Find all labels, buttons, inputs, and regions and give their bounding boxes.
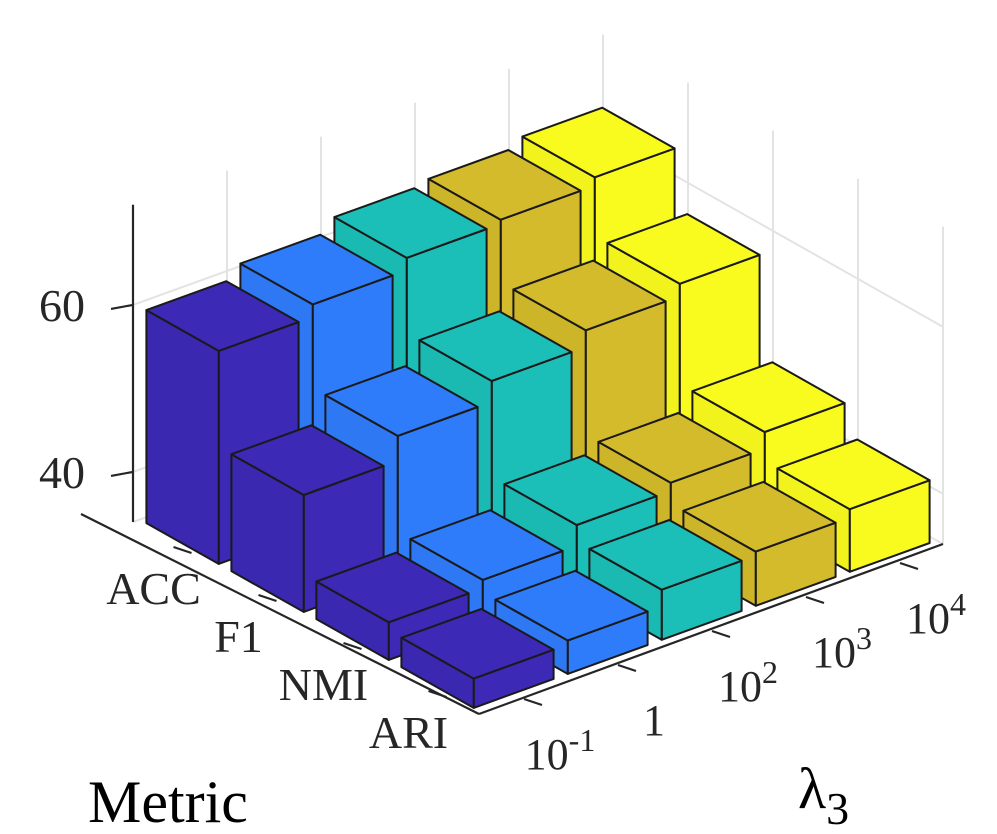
x-axis-title: Metric <box>88 769 248 834</box>
lambda-tick-mark <box>805 595 825 605</box>
bar-top-face <box>409 509 564 581</box>
metric-tick-mark <box>258 593 277 603</box>
lambda-tick-label: 102 <box>718 654 778 711</box>
z-tick-label: 40 <box>39 447 85 498</box>
bar-f1-lambda-0 <box>230 424 385 613</box>
bar-top-face <box>239 233 394 306</box>
bar-top-face <box>606 213 761 285</box>
lambda-tick-label: 1 <box>643 696 665 745</box>
metric-tick-label: NMI <box>279 659 368 710</box>
bar-top-face <box>230 424 385 496</box>
metric-tick-label: ARI <box>369 707 448 758</box>
z-tick-mark <box>110 303 134 310</box>
metric-tick-mark <box>173 545 192 555</box>
lambda-tick-mark <box>523 697 543 707</box>
lambda-tick-label: 104 <box>906 586 966 643</box>
bar-top-face <box>503 454 658 526</box>
lambda-axis-line <box>478 542 944 716</box>
bar-top-face <box>324 365 479 437</box>
bar-top-face <box>400 607 555 680</box>
bar-top-face <box>776 438 931 511</box>
metric-tick-mark <box>343 641 362 651</box>
axis-lines <box>80 204 944 716</box>
bar-top-face <box>682 480 837 553</box>
bar-top-face <box>588 519 743 591</box>
metric-tick-mark <box>428 689 447 699</box>
lambda-tick-mark <box>711 629 731 639</box>
z-tick-label: 60 <box>39 280 85 331</box>
bar-top-face <box>521 106 676 179</box>
bar-top-face <box>315 551 470 624</box>
metric-tick-label: F1 <box>214 611 263 662</box>
lambda-tick-mark <box>899 561 919 571</box>
y-axis-title: λ3 <box>798 756 849 834</box>
bar-ari-lambda-0 <box>400 607 555 709</box>
bar-top-face <box>427 149 582 221</box>
bar-top-face <box>418 310 573 382</box>
metric-axis-line <box>80 513 480 715</box>
bar-top-face <box>333 187 488 259</box>
bar-ari-lambda-1 <box>494 569 649 675</box>
bar-top-face <box>691 361 846 433</box>
lambda-tick-label: 103 <box>812 620 872 677</box>
metric-tick-label: ACC <box>106 563 201 614</box>
bar-top-face <box>145 280 300 352</box>
z-tick-mark <box>110 470 134 477</box>
bars-group <box>145 106 931 709</box>
bar-top-face <box>597 412 752 484</box>
lambda-tick-label: 10-1 <box>525 722 596 779</box>
bar-left-face <box>145 309 220 565</box>
lambda-tick-mark <box>617 663 637 673</box>
bar-top-face <box>494 569 649 642</box>
bar-top-face <box>512 259 667 332</box>
